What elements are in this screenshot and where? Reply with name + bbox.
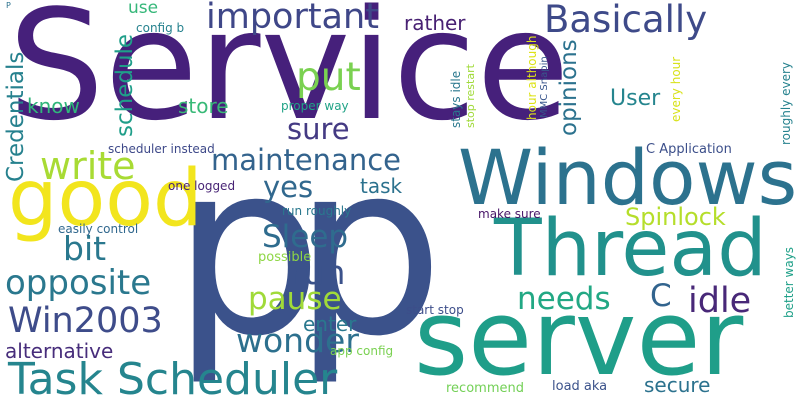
word-sleep: Sleep <box>262 219 349 255</box>
word-schedule: schedule <box>112 33 138 137</box>
word-windows: Windows <box>458 133 798 222</box>
word-server: server <box>414 277 744 399</box>
word-store: store <box>178 94 229 118</box>
word-scheduler-instead: scheduler instead <box>108 142 215 156</box>
word-recommend: recommend <box>446 381 524 396</box>
word-know: know <box>27 94 80 118</box>
word-c-application: C Application <box>646 142 732 157</box>
word-write: write <box>40 144 136 188</box>
word-service: Service <box>8 0 570 154</box>
word-stays-idle: stays idle <box>449 70 463 128</box>
word-p-left: p <box>172 112 324 389</box>
word-credentials: Credentials <box>3 51 29 182</box>
word-make-sure: make sure <box>478 207 541 221</box>
word-start-stop: start stop <box>406 303 464 317</box>
word-good: good <box>8 154 203 244</box>
word-possible: possible <box>258 250 312 265</box>
word-run: run <box>290 253 346 292</box>
word-load-aka: load aka <box>552 379 608 394</box>
word-roughly-every: roughly every <box>779 62 793 145</box>
word-one-logged: one logged <box>168 179 236 193</box>
word-hour-although: hour although <box>525 35 539 120</box>
word-needs: needs <box>517 281 611 317</box>
word-secure: secure <box>644 373 711 397</box>
word-pause: pause <box>248 281 342 317</box>
word-better-ways: better ways <box>782 246 796 318</box>
word-important: important <box>206 0 379 37</box>
word-alternative: alternative <box>5 339 114 363</box>
word-task-scheduler: Task Scheduler <box>8 354 338 400</box>
word-user: User <box>610 86 661 111</box>
word-sure: sure <box>287 112 350 146</box>
word-bit: bit <box>63 229 107 268</box>
word-opposite: opposite <box>5 263 152 303</box>
word-config-b: config b <box>136 21 185 35</box>
word-c: C <box>650 278 672 314</box>
word-task: task <box>360 174 403 198</box>
word-run-roughly: run roughly <box>282 204 352 218</box>
word-opinions: opinions <box>556 39 582 136</box>
word-spinlock: Spinlock <box>625 203 726 231</box>
word-p-tiny: P <box>6 1 11 10</box>
word-every-hour: every hour <box>669 56 683 122</box>
word-idle: idle <box>688 281 752 321</box>
word-win2003: Win2003 <box>8 301 163 341</box>
word-app-config: app config <box>330 344 394 358</box>
word-enter: enter <box>303 312 357 336</box>
word-basically: Basically <box>544 0 708 41</box>
word-yes: yes <box>263 170 314 204</box>
word-put: put <box>296 55 361 100</box>
word-p-right: p <box>293 112 445 389</box>
word-stop-restart: stop restart <box>464 64 477 128</box>
word-rather: rather <box>404 11 466 35</box>
word-proper-way: proper way <box>281 99 349 113</box>
word-maintenance: maintenance <box>211 143 401 177</box>
word-mmc-snapin: MMC Snapin <box>539 56 550 118</box>
word-easily-control: easily control <box>58 222 139 236</box>
word-wonder: wonder <box>236 321 359 360</box>
word-thread: Thread <box>494 204 767 294</box>
word-use: use <box>128 0 159 18</box>
